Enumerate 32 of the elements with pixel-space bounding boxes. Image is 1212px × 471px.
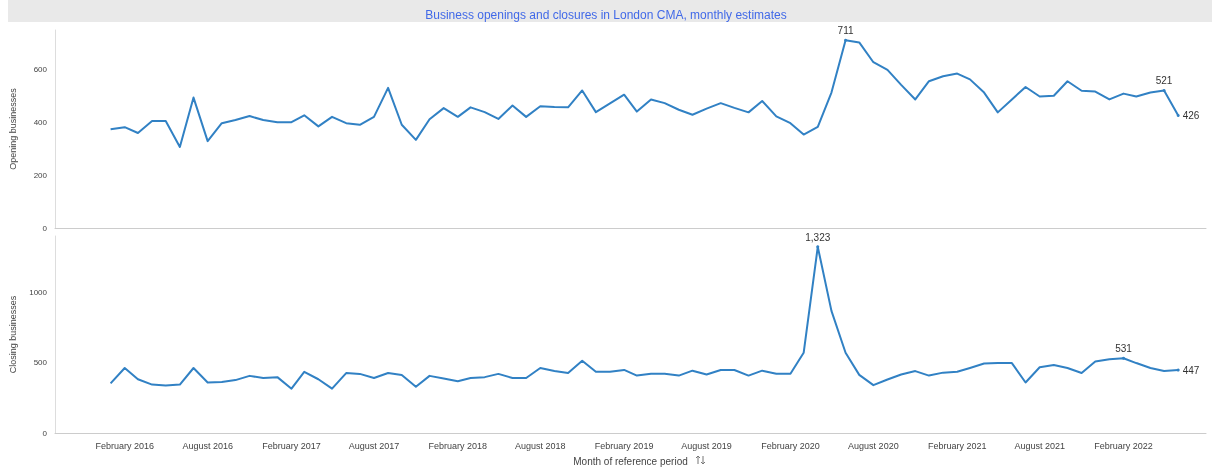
x-tick-label: February 2022 — [1094, 440, 1153, 451]
line-series — [109, 245, 1180, 390]
chart-title: Business openings and closures in London CMA, monthly estimates — [425, 8, 787, 22]
x-tick-label: February 2017 — [262, 440, 321, 451]
x-tick-label: August 2021 — [1014, 440, 1065, 451]
x-tick-label: August 2018 — [515, 440, 566, 451]
data-label: 1,323 — [805, 231, 831, 243]
x-tick-label: August 2019 — [681, 440, 732, 451]
y-tick-label: 600 — [33, 65, 48, 75]
x-tick-label: February 2016 — [95, 440, 154, 451]
data-label: 447 — [1182, 364, 1200, 376]
x-tick-label: February 2020 — [761, 440, 820, 451]
x-tick-label: August 2016 — [182, 440, 233, 451]
y-tick-label: 0 — [42, 428, 48, 438]
data-label: 711 — [837, 25, 854, 37]
y-tick-label: 500 — [33, 358, 48, 368]
y-tick-label: 1000 — [29, 287, 48, 297]
data-label: 531 — [1115, 343, 1133, 355]
y-axis-title: Closing businesses — [7, 295, 18, 374]
data-label: 521 — [1155, 75, 1173, 87]
x-tick-label: February 2018 — [428, 440, 488, 451]
x-axis-title: Month of reference period — [573, 455, 688, 467]
x-tick-label: February 2019 — [594, 440, 654, 451]
data-label: 426 — [1182, 110, 1200, 122]
x-tick-label: February 2021 — [927, 440, 987, 451]
y-tick-label: 200 — [33, 170, 48, 180]
y-axis-title: Opening businesses — [7, 87, 18, 170]
x-tick-label: August 2020 — [848, 440, 899, 451]
x-tick-label: August 2017 — [348, 440, 400, 451]
line-series — [109, 39, 1180, 148]
y-tick-label: 400 — [33, 117, 48, 127]
y-tick-label: 0 — [42, 223, 48, 233]
